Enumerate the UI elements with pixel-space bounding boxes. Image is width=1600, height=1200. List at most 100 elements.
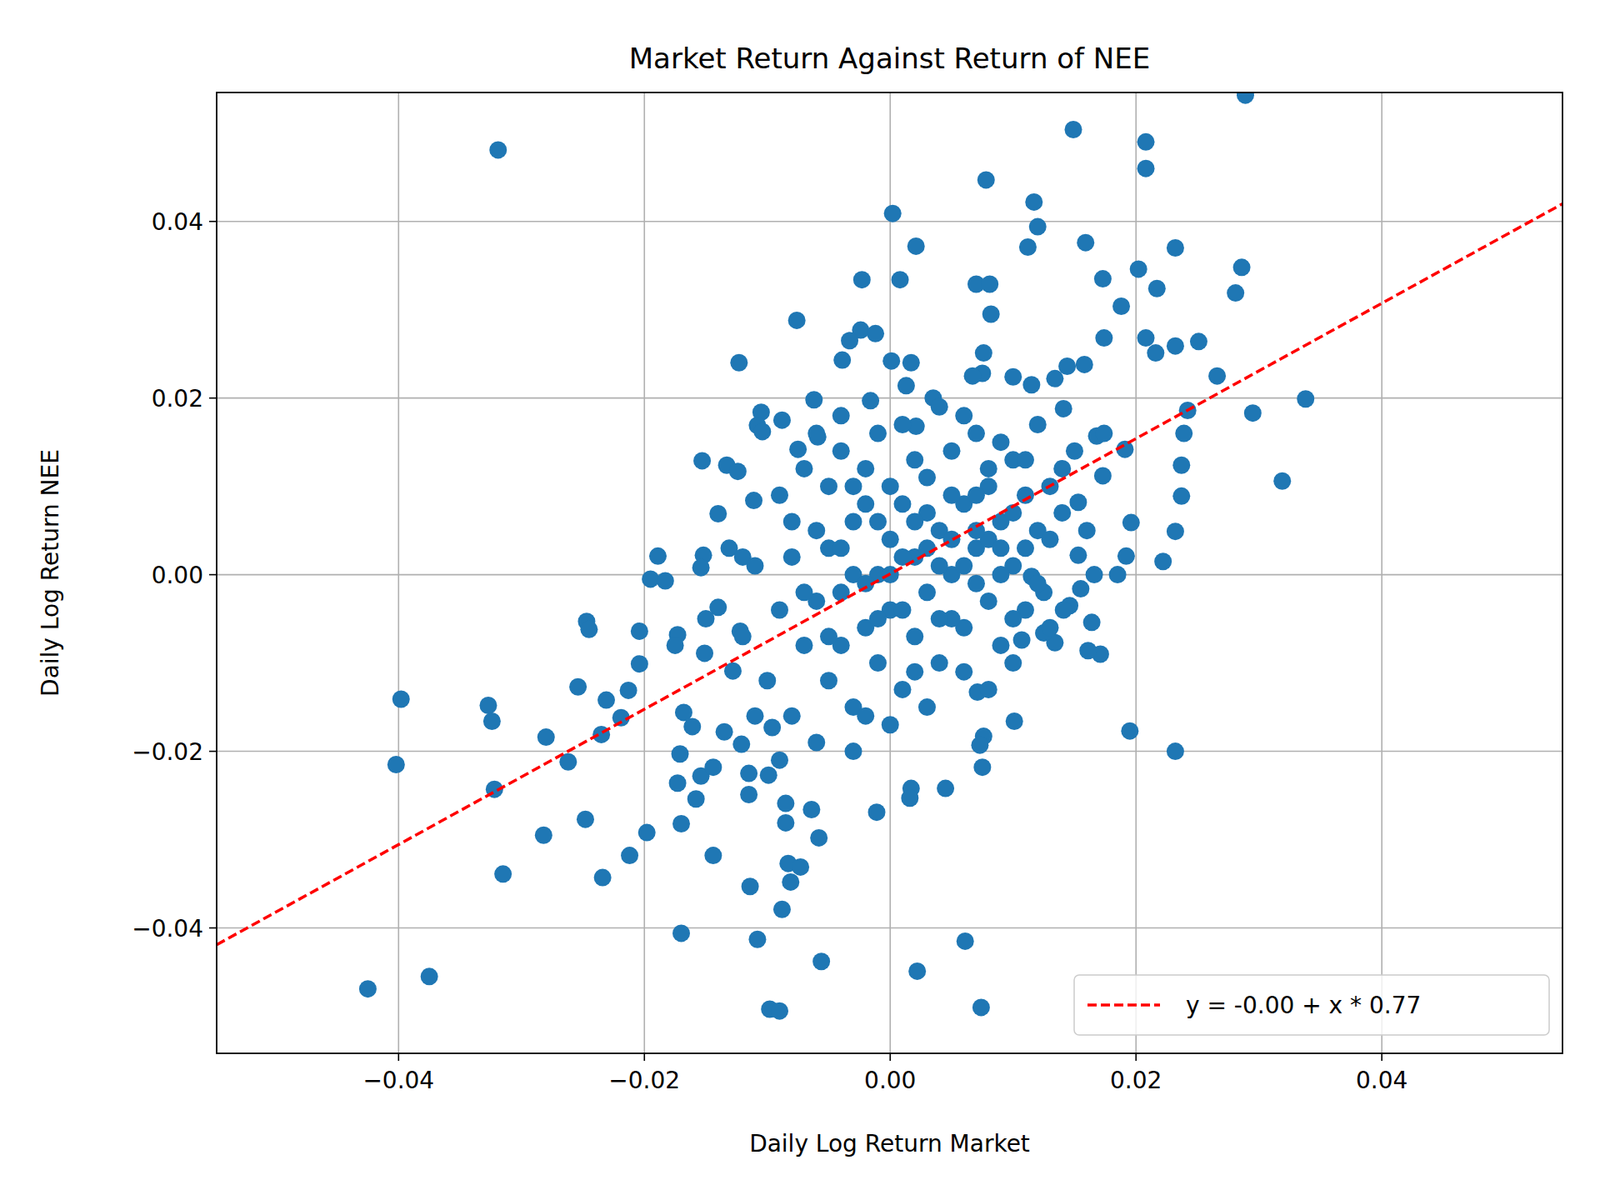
point [669, 774, 687, 792]
point [1244, 404, 1262, 422]
point [820, 627, 838, 645]
point [704, 846, 722, 865]
point [833, 351, 851, 370]
point [868, 803, 886, 821]
point [748, 930, 766, 949]
point [955, 663, 973, 681]
point [832, 583, 850, 601]
point [770, 601, 789, 620]
point [955, 406, 973, 425]
point [483, 712, 501, 730]
point [1166, 337, 1185, 355]
point [638, 824, 656, 842]
tick-label: 0.02 [151, 385, 204, 413]
point [980, 680, 998, 699]
point [991, 539, 1010, 557]
scatter-series [359, 92, 1315, 1020]
point [1117, 547, 1135, 565]
point [783, 707, 801, 725]
point [1148, 280, 1166, 298]
point [729, 462, 747, 480]
point [1065, 442, 1084, 460]
point [1273, 472, 1291, 490]
tick-label: 0.04 [151, 208, 204, 236]
point [656, 572, 675, 590]
point [1296, 390, 1315, 408]
point [795, 460, 813, 478]
point [746, 557, 765, 575]
tick [209, 927, 217, 930]
tick-label: −0.02 [131, 738, 204, 766]
y-axis-label: Daily Log Return NEE [36, 449, 65, 697]
point [897, 376, 915, 395]
point [905, 513, 924, 531]
tick [209, 750, 217, 753]
point [832, 539, 850, 557]
point [1130, 260, 1148, 278]
point [1069, 493, 1087, 511]
point [1022, 375, 1040, 394]
point [1079, 641, 1097, 660]
point [715, 723, 734, 741]
x-axis-label: Daily Log Return Market [749, 1130, 1030, 1158]
point [930, 557, 949, 575]
point [930, 610, 949, 628]
point [1013, 631, 1031, 650]
point [882, 352, 900, 370]
point [773, 411, 791, 430]
point [1112, 297, 1130, 315]
tick [1135, 1053, 1137, 1061]
point [820, 671, 838, 690]
point [1029, 218, 1047, 236]
point [805, 390, 823, 409]
point [1094, 466, 1112, 485]
point [832, 442, 850, 460]
point [791, 858, 810, 876]
point [704, 758, 722, 776]
point [853, 270, 871, 289]
point [807, 733, 825, 751]
point [770, 486, 789, 505]
point [982, 305, 1000, 323]
point [900, 789, 919, 807]
point [753, 422, 771, 440]
point [970, 736, 989, 755]
point [856, 495, 875, 513]
point [672, 924, 690, 942]
point [695, 644, 714, 662]
point [1166, 522, 1185, 540]
point [763, 718, 781, 736]
point [740, 785, 758, 804]
point [1146, 344, 1165, 362]
point [760, 766, 778, 785]
grid-line [216, 927, 1563, 930]
point [1053, 504, 1071, 522]
point [884, 205, 902, 223]
point [1069, 546, 1087, 565]
point [967, 425, 985, 443]
point [1040, 530, 1059, 549]
point [977, 170, 995, 189]
point [1120, 722, 1139, 740]
grid-line [1135, 92, 1137, 1054]
point [569, 678, 587, 696]
tick [397, 1053, 400, 1061]
point [1045, 370, 1064, 388]
tick-label: 0.00 [864, 1066, 916, 1095]
point [597, 691, 615, 710]
point [1085, 565, 1104, 584]
point [1137, 133, 1155, 151]
tick-label: −0.04 [362, 1066, 435, 1095]
point [980, 592, 998, 610]
point [930, 654, 949, 672]
point [1137, 329, 1155, 347]
point [1095, 425, 1113, 443]
point [630, 655, 649, 673]
point [387, 755, 405, 774]
grid [216, 92, 1563, 1054]
point [856, 707, 875, 725]
point [788, 311, 806, 330]
point [991, 433, 1010, 451]
point [893, 601, 911, 620]
point [866, 325, 885, 343]
